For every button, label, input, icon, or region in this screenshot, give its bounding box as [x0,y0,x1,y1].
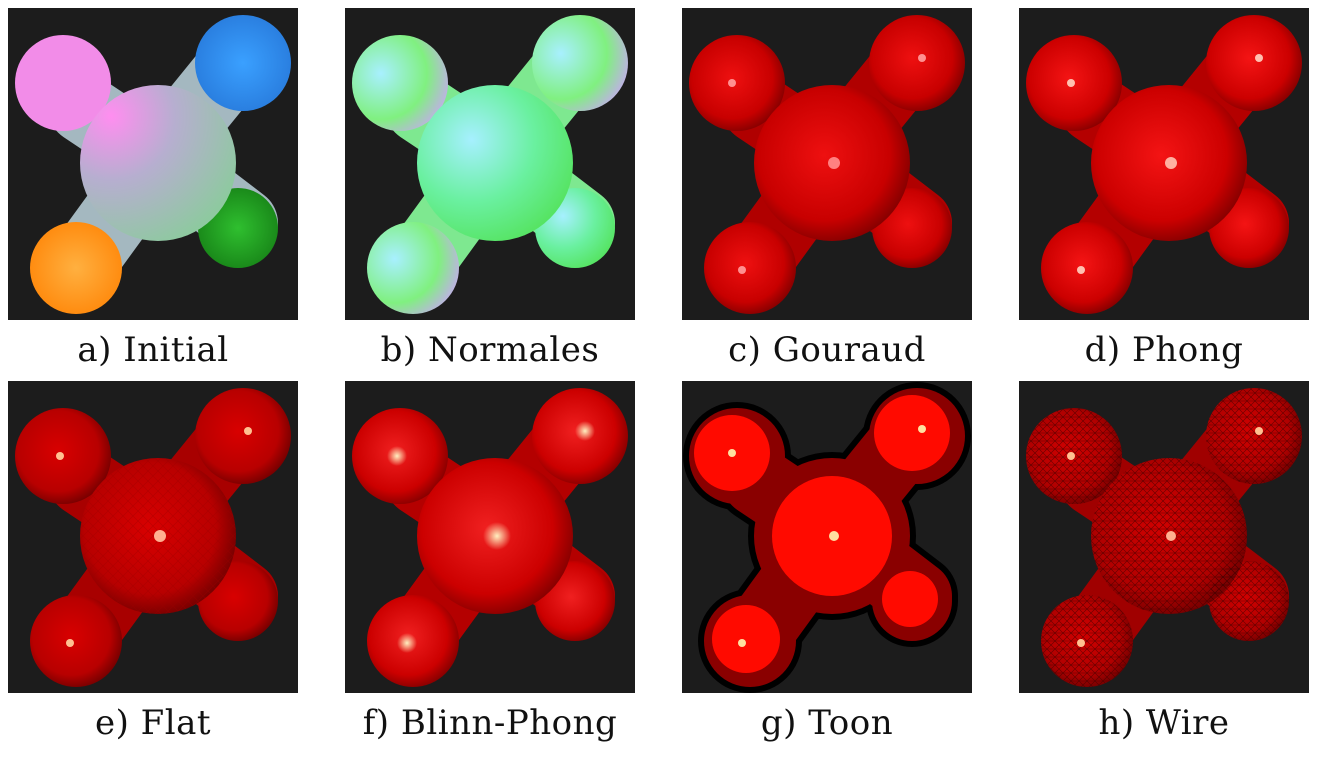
caption-flat: e) Flat [94,703,212,743]
render-toon [682,381,972,693]
blob-blinn-phong-image [352,388,628,687]
render-flat [8,381,298,693]
caption-phong: d) Phong [1084,330,1244,370]
render-blinn [345,381,635,693]
blob-wire-image [1026,388,1302,687]
blob-normals-image [352,15,628,314]
blob-phong-image [1026,15,1302,314]
render-phong [1019,8,1309,320]
caption-gouraud: c) Gouraud [728,330,926,370]
caption-toon: g) Toon [760,703,894,743]
caption-normals: b) Normales [380,330,600,370]
blob-flat-image [15,388,291,687]
blob-toon-image [683,382,971,693]
blob-initial-image [15,15,291,314]
render-gouraud [682,8,972,320]
blob-gouraud-image [689,15,965,314]
caption-blinn-phong: f) Blinn-Phong [362,703,618,743]
render-wire [1019,381,1309,693]
render-initial [8,8,298,320]
caption-wire: h) Wire [1098,703,1230,743]
caption-initial: a) Initial [77,330,229,370]
render-normals [345,8,635,320]
